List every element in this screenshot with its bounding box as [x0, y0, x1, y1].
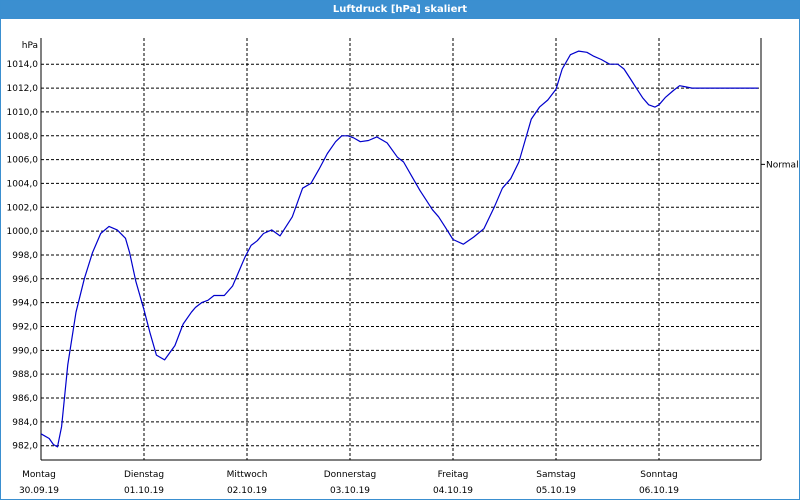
reference-line-group: Normal: [761, 160, 799, 170]
y-tick-label: 1004,0: [7, 179, 39, 189]
plot-frame: [40, 38, 762, 461]
y-tick-label: 1000,0: [7, 227, 39, 237]
x-axis: Montag 30.09.19 Dienstag 01.10.19 Mittwoch 02…: [19, 470, 679, 496]
y-tick-label: 1012,0: [7, 84, 39, 94]
x-tick-date: 01.10.19: [124, 486, 164, 496]
x-tick-date: 02.10.19: [227, 486, 267, 496]
y-tick-label: 1014,0: [7, 60, 39, 70]
y-tick-label: 996,0: [12, 275, 38, 285]
y-tick-label: 1002,0: [7, 203, 39, 213]
y-tick-label: 992,0: [12, 322, 38, 332]
y-tick-label: 994,0: [12, 299, 38, 309]
x-tick-weekday: Samstag: [536, 470, 575, 480]
x-tick-date: 30.09.19: [19, 486, 59, 496]
x-tick-date: 03.10.19: [330, 486, 370, 496]
y-axis: 982,0 984,0 986,0 988,0 990,0 992,0 994,0 996,0…: [7, 41, 39, 452]
y-tick-label: 986,0: [12, 394, 38, 404]
y-axis-label: hPa: [22, 41, 38, 51]
y-tick-label: 998,0: [12, 251, 38, 261]
y-tick-label: 984,0: [12, 418, 38, 428]
reference-label: Normal: [766, 160, 799, 170]
x-tick-weekday: Sonntag: [640, 470, 677, 480]
x-tick-weekday: Freitag: [438, 470, 469, 480]
x-tick-weekday: Donnerstag: [324, 470, 377, 480]
y-tick-label: 1010,0: [7, 108, 39, 118]
x-tick-weekday: Montag: [22, 470, 56, 480]
x-tick-weekday: Dienstag: [124, 470, 164, 480]
y-tick-label: 1008,0: [7, 132, 39, 142]
x-tick-date: 04.10.19: [433, 486, 473, 496]
pressure-series-line: [40, 50, 758, 448]
y-tick-label: 988,0: [12, 370, 38, 380]
x-tick-weekday: Mittwoch: [227, 470, 268, 480]
y-tick-label: 982,0: [12, 442, 38, 452]
chart-title: Luftdruck [hPa] skaliert: [1, 1, 799, 19]
x-tick-date: 05.10.19: [536, 486, 576, 496]
grid: [41, 38, 761, 460]
series-layer: [40, 50, 758, 448]
x-tick-date: 06.10.19: [639, 486, 679, 496]
y-tick-label: 990,0: [12, 346, 38, 356]
y-tick-label: 1006,0: [7, 156, 39, 166]
